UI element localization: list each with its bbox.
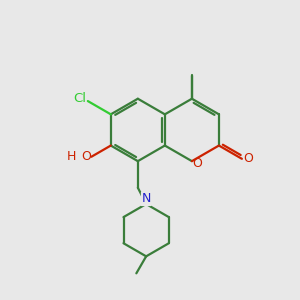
Text: N: N xyxy=(142,193,151,206)
Text: O: O xyxy=(192,157,202,170)
Text: Cl: Cl xyxy=(73,92,86,105)
Text: H: H xyxy=(67,150,76,163)
Text: O: O xyxy=(81,150,91,163)
Text: O: O xyxy=(244,152,254,165)
